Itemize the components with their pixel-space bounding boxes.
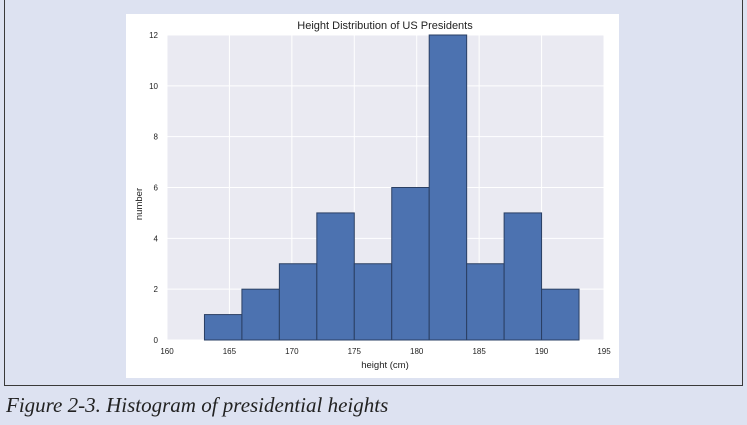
figure-caption: Figure 2-3. Histogram of presidential he…	[6, 393, 389, 417]
histogram-bar-9	[541, 288, 580, 341]
y-tick-label-1: 2	[154, 285, 159, 294]
y-tick-label-4: 8	[154, 133, 159, 142]
y-axis-label: number	[134, 188, 145, 220]
histogram-bar-8	[503, 212, 543, 341]
tick-labels: 160 165 170 175 180 185 190 195 0 2 4 6 8 10 12	[149, 31, 611, 356]
y-tick-label-3: 6	[154, 184, 159, 193]
y-tick-label-6: 12	[149, 31, 158, 40]
x-tick-label-3: 175	[348, 347, 362, 356]
y-tick-label-5: 10	[149, 82, 158, 91]
histogram-bar-1	[241, 288, 280, 341]
x-axis-label: height (cm)	[361, 360, 409, 371]
x-tick-label-7: 195	[597, 347, 611, 356]
histogram-bar-4	[353, 263, 393, 341]
histogram-chart: 160 165 170 175 180 185 190 195 0 2 4 6 8 10 12 Height…	[134, 20, 611, 371]
x-tick-label-6: 190	[535, 347, 549, 356]
x-tick-label-2: 170	[285, 347, 299, 356]
histogram-bar-5	[391, 187, 430, 341]
x-tick-label-4: 180	[410, 347, 424, 356]
histogram-bar-7	[466, 263, 505, 341]
histogram-bar-0	[203, 314, 243, 341]
bars	[203, 34, 580, 341]
y-tick-label-0: 0	[154, 336, 159, 345]
x-tick-label-5: 185	[472, 347, 486, 356]
histogram-bar-2	[278, 263, 318, 341]
histogram-bar-6	[428, 34, 468, 341]
histogram-bar-3	[316, 212, 355, 341]
chart-title: Height Distribution of US Presidents	[297, 20, 473, 32]
chart-figure: 160 165 170 175 180 185 190 195 0 2 4 6 8 10 12 Height…	[126, 14, 619, 378]
x-tick-label-0: 160	[160, 347, 174, 356]
y-tick-label-2: 4	[154, 234, 159, 243]
figure-frame	[4, 0, 743, 386]
x-tick-label-1: 165	[223, 347, 237, 356]
